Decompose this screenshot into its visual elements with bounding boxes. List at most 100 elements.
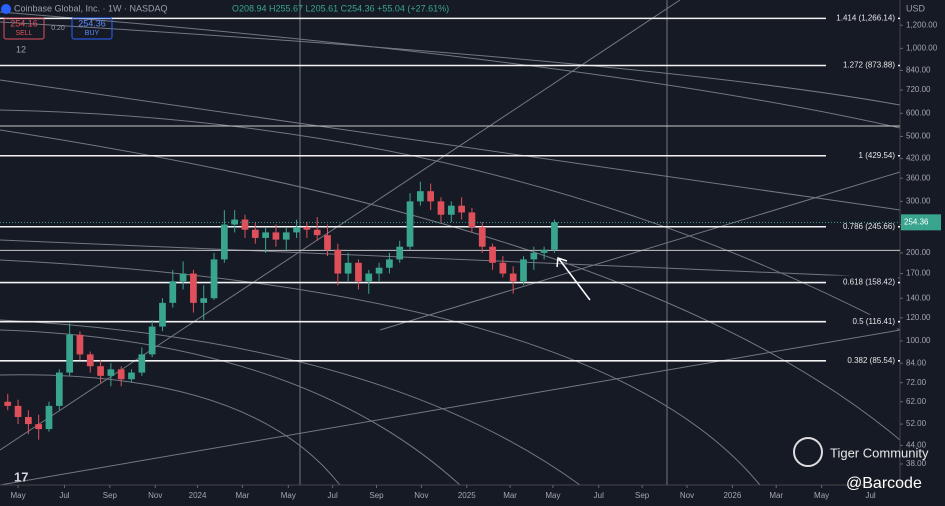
symbol: Coinbase Global, Inc. · 1W · NASDAQ (14, 3, 168, 13)
x-tick-label: Nov (680, 491, 694, 500)
x-tick-label: Mar (236, 491, 250, 500)
candle-body (458, 205, 465, 213)
candle-body (303, 227, 311, 230)
y-tick-label: 720.00 (906, 85, 931, 94)
spread: 0.20 (51, 25, 65, 32)
y-tick-label: 44.00 (906, 440, 927, 449)
tv-logo: 17 (14, 469, 28, 484)
x-tick-label: May (281, 491, 296, 500)
candle-body (97, 366, 104, 376)
candle-body (76, 334, 84, 355)
x-tick-label: Jul (865, 491, 875, 500)
candle-body (478, 227, 486, 247)
y-tick-label: 300.00 (906, 196, 931, 205)
fib-level-label: 0.382 (85.54) (847, 356, 895, 365)
candle-body (148, 326, 156, 355)
candle-body (45, 405, 53, 430)
x-tick-label: 2025 (458, 491, 476, 500)
candle-body (334, 249, 342, 274)
arc (0, 21, 901, 106)
watermark-author: @Barcode (846, 475, 922, 492)
fib-level-label: 0.5 (116.41) (852, 317, 895, 326)
x-tick-label: Jul (594, 491, 604, 500)
y-tick-label: 1,200.00 (906, 20, 938, 29)
candle-body (25, 416, 32, 425)
x-tick-label: May (10, 491, 25, 500)
y-tick-label: 52.00 (906, 419, 927, 428)
y-tick-label: 140.00 (906, 293, 931, 302)
logo (1, 4, 11, 14)
watermark-icon (793, 437, 823, 467)
indicators[interactable]: 12 (16, 44, 26, 54)
x-tick-label: Nov (414, 491, 428, 500)
candle-body (406, 201, 414, 247)
candle-body (365, 273, 373, 282)
arc (0, 319, 581, 486)
x-tick-label: 2024 (189, 491, 207, 500)
arc (0, 129, 901, 441)
trend-line (0, 329, 901, 486)
candle-body (190, 273, 197, 303)
last-price-tag (901, 214, 941, 231)
candle-body (520, 259, 527, 282)
candle-body (427, 191, 435, 202)
x-tick-label: Jul (59, 491, 69, 500)
candle-body (313, 229, 321, 236)
candle-body (200, 298, 208, 303)
candle-body (282, 232, 290, 240)
candle-body (117, 369, 125, 380)
fib-label-bg (826, 58, 898, 73)
arc (0, 259, 761, 486)
arc (0, 11, 901, 129)
fib-level-label: 1.272 (873.88) (843, 61, 895, 70)
candle-body (241, 219, 249, 230)
x-tick-label: Nov (148, 491, 162, 500)
buy-label: BUY (85, 30, 100, 37)
candle-body (128, 372, 135, 380)
candle-body (530, 252, 538, 260)
candle-body (396, 246, 404, 260)
y-tick-label: 100.00 (906, 336, 931, 345)
y-tick-label: 62.00 (906, 397, 927, 406)
sell-button[interactable] (3, 17, 45, 40)
y-tick-label: 170.00 (906, 269, 931, 278)
x-tick-label: Mar (769, 491, 783, 500)
buy-button[interactable] (71, 17, 113, 40)
candle-body (55, 372, 63, 406)
candle-body (499, 262, 507, 274)
candle-body (272, 232, 280, 240)
y-tick-label: 500.00 (906, 132, 931, 141)
candle-body (169, 281, 177, 303)
fib-label-bg (826, 275, 898, 290)
y-tick-label: 360.00 (906, 173, 931, 182)
fib-label-bg (826, 353, 898, 368)
candle-body (344, 262, 352, 274)
candle-body (416, 191, 424, 202)
x-tick-label: May (545, 491, 560, 500)
buy-price: 254.36 (78, 18, 106, 28)
annotation (556, 256, 591, 301)
arrow-head (556, 256, 568, 268)
trend-line (0, 79, 901, 211)
y-tick-label: 72.00 (906, 378, 927, 387)
candle-body (251, 229, 259, 238)
fib-level-label: 0.786 (245.66) (843, 222, 895, 231)
x-tick-label: Sep (369, 491, 384, 500)
sell-price: 254.16 (10, 18, 38, 28)
candle-body (221, 224, 228, 260)
x-tick-label: Sep (103, 491, 118, 500)
candle-body (375, 267, 383, 274)
candle-body (14, 405, 22, 417)
candle-body (509, 273, 517, 282)
currency: USD (906, 3, 926, 13)
candle-body (540, 249, 548, 253)
candle-body (179, 273, 187, 282)
y-tick-label: 38.00 (906, 459, 927, 468)
trend-line (379, 171, 901, 331)
candle-body (355, 262, 362, 282)
candle-body (489, 246, 496, 263)
candle-body (4, 401, 12, 406)
candle-body (138, 354, 146, 373)
